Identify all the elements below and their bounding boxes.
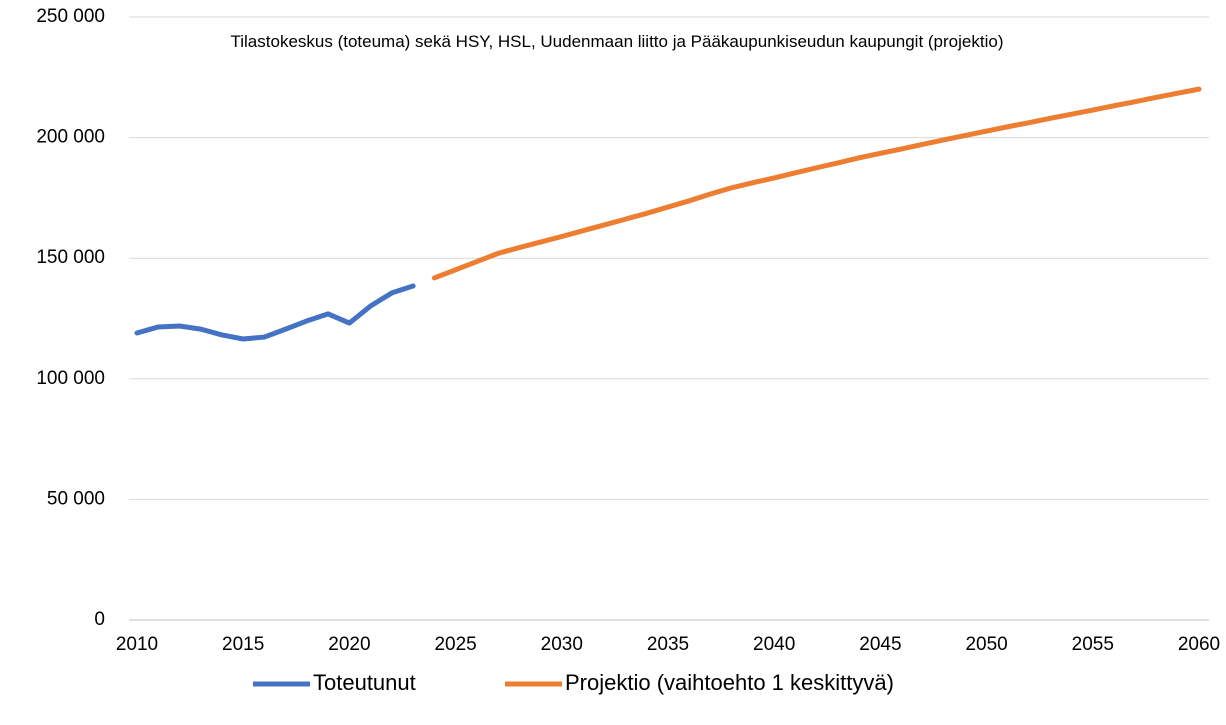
series-line [431,86,1202,281]
x-tick-label: 2015 [222,634,264,655]
x-tick-label: 2030 [541,634,583,655]
x-tick-label: 2050 [965,634,1007,655]
x-tick-label: 2055 [1072,634,1114,655]
chart-title: Tilastokeskus (toteuma) sekä HSY, HSL, U… [230,32,1004,51]
x-tick-label: 2035 [647,634,689,655]
y-tick-label: 0 [94,609,105,630]
series-line [134,283,416,342]
x-tick-label: 2010 [116,634,158,655]
x-tick-label: 2040 [753,634,795,655]
y-tick-label: 50 000 [47,488,105,509]
y-tick-label: 100 000 [36,368,105,389]
x-tick-label: 2060 [1178,634,1220,655]
y-tick-label: 200 000 [36,127,105,148]
x-tick-label: 2020 [328,634,370,655]
legend-label: Projektio (vaihtoehto 1 keskittyvä) [565,670,894,695]
legend-label: Toteutunut [313,670,416,695]
y-tick-label: 250 000 [36,6,105,27]
x-tick-label: 2045 [859,634,901,655]
y-tick-label: 150 000 [36,247,105,268]
x-tick-label: 2025 [434,634,476,655]
